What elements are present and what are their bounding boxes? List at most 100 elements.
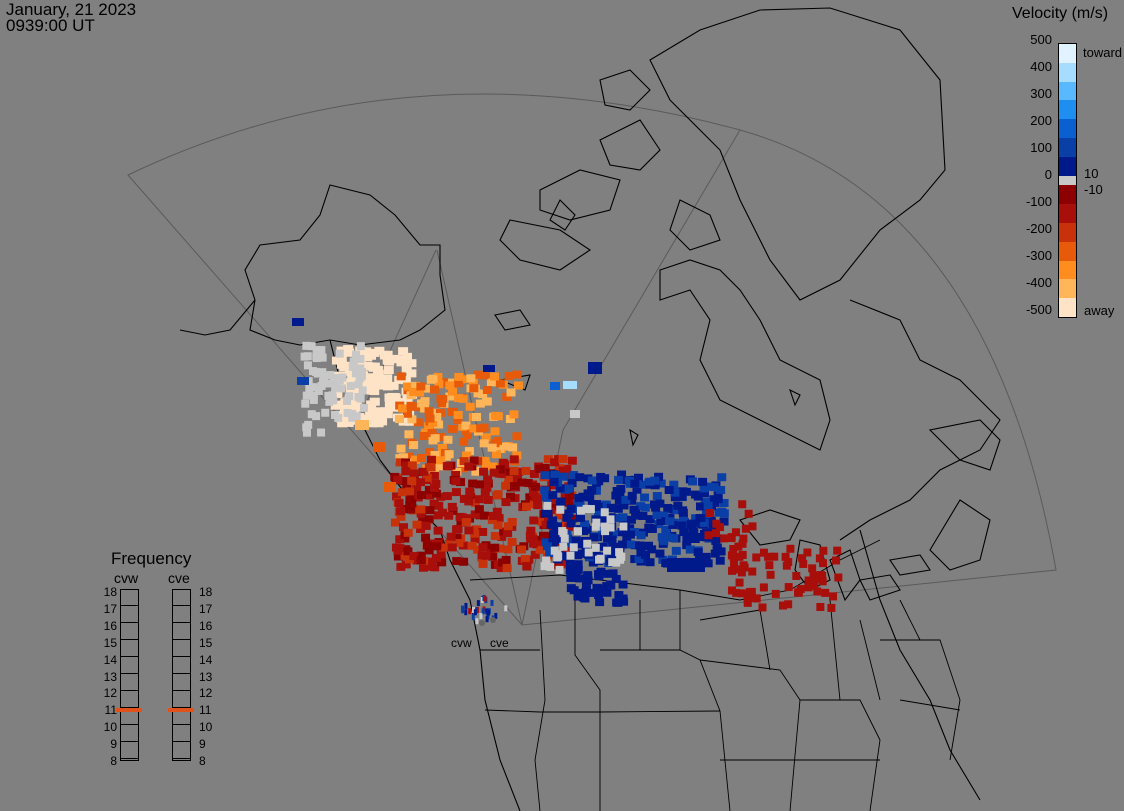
velocity-cell: [558, 466, 568, 475]
velocity-cell: [409, 441, 419, 450]
velocity-cell: [614, 475, 624, 484]
velocity-cell: [573, 527, 582, 536]
velocity-cell: [338, 373, 347, 382]
velocity-cell: [764, 552, 773, 561]
velocity-cell: [453, 410, 463, 419]
velocity-cell: [600, 474, 610, 483]
velocity-cell: [416, 382, 426, 391]
velocity-cell: [832, 556, 841, 565]
velocity-cell: [656, 479, 666, 488]
velocity-cell: [472, 525, 482, 534]
velocity-cell: [343, 418, 354, 427]
velocity-cell: [659, 511, 669, 520]
velocity-cell: [799, 559, 808, 568]
velocity-cell: [615, 543, 625, 552]
velocity-cell: [827, 603, 836, 612]
velocity-cell: [361, 347, 372, 356]
freq-cell: [121, 726, 138, 742]
velocity-cell: [555, 565, 564, 574]
velocity-cell: [543, 501, 552, 510]
velocity-cell: [591, 543, 600, 552]
velocity-cell: [354, 393, 363, 402]
velocity-cell: [503, 545, 513, 554]
velocity-cell: [530, 492, 540, 501]
velocity-cell: [550, 470, 560, 479]
velocity-cell: [509, 455, 519, 464]
velocity-cell: [591, 522, 600, 531]
velocity-cell: [403, 547, 413, 556]
velocity-cell: [737, 589, 746, 598]
velocity-cell: [738, 500, 747, 509]
velocity-cell: [401, 461, 411, 470]
velocity-cell: [474, 480, 484, 489]
velocity-cell: [462, 431, 472, 440]
velocity-cell: [508, 443, 518, 452]
velocity-cell: [636, 548, 646, 557]
velocity-cell: [626, 515, 636, 524]
velocity-cell: [614, 496, 624, 505]
velocity-cell: [473, 545, 483, 554]
velocity-cell: [334, 413, 343, 422]
velocity-cell: [384, 482, 396, 492]
velocity-cell: [366, 410, 377, 419]
velocity-cell: [645, 558, 655, 567]
velocity-cell: [682, 541, 692, 550]
velocity-cell: [405, 493, 415, 502]
velocity-cell: [706, 517, 716, 526]
velocity-cell: [781, 552, 790, 561]
velocity-cell: [472, 607, 476, 614]
velocity-cell: [696, 513, 706, 522]
velocity-cell: [451, 488, 461, 497]
velocity-cell: [490, 531, 500, 540]
velocity-cell: [354, 380, 363, 389]
velocity-cell: [758, 603, 767, 612]
velocity-cell: [464, 526, 474, 535]
velocity-cell: [741, 524, 750, 533]
velocity-cell: [319, 372, 328, 381]
velocity-cell: [500, 460, 510, 469]
velocity-cell: [359, 403, 368, 412]
velocity-cell: [504, 605, 508, 612]
velocity-cell: [559, 542, 568, 551]
coastlines: [179, 7, 1001, 811]
velocity-cell: [302, 423, 311, 432]
velocity-cell: [494, 544, 504, 553]
velocity-cell: [377, 417, 388, 426]
velocity-cell: [303, 361, 312, 370]
velocity-cell: [575, 574, 585, 583]
velocity-cell: [476, 424, 486, 433]
velocity-cell: [581, 588, 591, 597]
velocity-cell: [506, 388, 516, 397]
velocity-cell: [640, 503, 650, 512]
velocity-cell: [459, 437, 469, 446]
velocity-cell: [476, 600, 480, 607]
velocity-cell: [314, 386, 323, 395]
velocity-cell: [307, 342, 316, 351]
velocity-cell: [459, 457, 469, 466]
velocity-cell: [437, 558, 447, 567]
velocity-cell: [421, 533, 431, 542]
velocity-cell: [399, 453, 409, 462]
velocity-cell: [297, 377, 309, 385]
velocity-cell: [625, 530, 635, 539]
velocity-cell: [566, 573, 576, 582]
velocity-cell: [509, 466, 519, 475]
velocity-cell: [503, 529, 513, 538]
velocity-cell: [678, 514, 688, 523]
velocity-cell: [393, 552, 403, 561]
velocity-cell: [493, 412, 503, 421]
velocity-cell: [479, 371, 489, 380]
velocity-cell: [808, 564, 817, 573]
velocity-cell: [573, 565, 583, 574]
velocity-cell: [651, 503, 661, 512]
freq-scale-left: 8: [110, 754, 117, 768]
velocity-cell: [608, 558, 617, 567]
velocity-cell: [624, 476, 634, 485]
velocity-cell: [424, 515, 434, 524]
velocity-cell: [321, 408, 330, 417]
velocity-cell: [673, 501, 683, 510]
velocity-cell: [486, 547, 496, 556]
velocity-cell: [729, 544, 738, 553]
velocity-cell: [727, 534, 736, 543]
velocity-cell: [494, 612, 498, 619]
